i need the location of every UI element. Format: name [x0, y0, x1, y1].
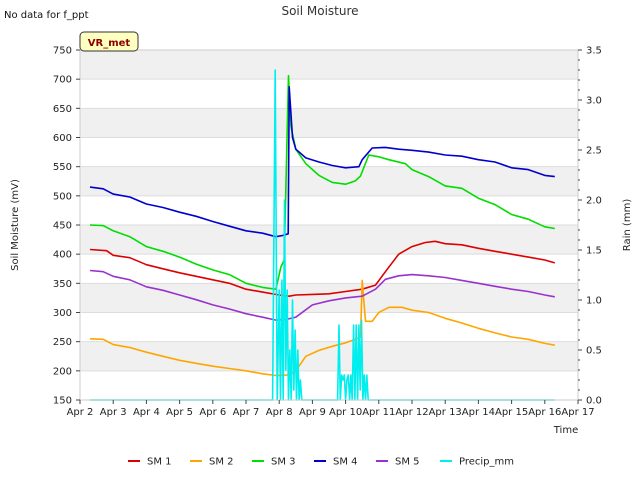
x-tick-label: Apr 12 [395, 407, 428, 418]
left-axis: 150 200 250 300 350 400 450 500 550 600 650 700 750 [53, 46, 80, 407]
y2-tick-label: 0.5 [586, 346, 602, 357]
y-tick-label: 500 [53, 191, 72, 202]
y-tick-label: 150 [53, 396, 72, 407]
x-tick-label: Apr 8 [266, 407, 293, 418]
x-tick-label: Apr 6 [199, 407, 226, 418]
legend-label-sm-5: SM 5 [395, 457, 420, 468]
series-line-sm-3 [89, 74, 555, 291]
y-tick-label: 350 [53, 279, 72, 290]
x-tick-label: Apr 17 [561, 407, 594, 418]
y2-tick-label: 2.5 [586, 146, 602, 157]
background-band [80, 108, 578, 138]
y2-tick-label: 3.5 [586, 46, 602, 57]
y-tick-label: 250 [53, 337, 72, 348]
legend-label-sm-4: SM 4 [333, 457, 358, 468]
series-line-sm-5 [89, 269, 555, 321]
y-tick-label: 750 [53, 46, 72, 57]
background-band [80, 50, 578, 80]
series-line-precip-mm [90, 69, 555, 401]
legend: SM 1 SM 2 SM 3 SM 4 SM 5 Precip_mm [128, 457, 514, 468]
y2-tick-label: 1.5 [586, 246, 602, 257]
x-tick-label: Apr 14 [462, 407, 495, 418]
legend-label-sm-1: SM 1 [147, 457, 172, 468]
x-axis-title: Time [553, 425, 578, 436]
legend-label-sm-2: SM 2 [209, 457, 234, 468]
vr-met-badge: VR_met [79, 31, 139, 52]
series-line-sm-1 [89, 240, 556, 298]
y2-tick-label: 1.0 [586, 296, 602, 307]
y2-tick-label: 0.0 [586, 396, 602, 407]
y-tick-label: 700 [53, 75, 72, 86]
x-tick-label: Apr 9 [299, 407, 326, 418]
y-tick-label: 450 [53, 221, 72, 232]
x-tick-label: Apr 4 [133, 407, 160, 418]
chart-title: Soil Moisture [281, 4, 358, 18]
y-tick-label: 200 [53, 366, 72, 377]
x-tick-label: Apr 7 [233, 407, 260, 418]
x-tick-label: Apr 5 [166, 407, 193, 418]
legend-label-precip-mm: Precip_mm [459, 457, 514, 468]
legend-label-sm-3: SM 3 [271, 457, 296, 468]
background-band [80, 283, 578, 313]
x-tick-label: Apr 11 [362, 407, 395, 418]
y-tick-label: 550 [53, 162, 72, 173]
background-band [80, 341, 578, 371]
x-tick-label: Apr 3 [100, 407, 127, 418]
no-data-note: No data for f_ppt [4, 10, 89, 21]
badge-label: VR_met [88, 38, 131, 49]
x-tick-label: Apr 10 [329, 407, 362, 418]
y-tick-label: 650 [53, 104, 72, 115]
y-tick-label: 600 [53, 133, 72, 144]
x-tick-label: Apr 15 [495, 407, 528, 418]
series-line-sm-4 [89, 86, 555, 238]
x-tick-label: Apr 13 [429, 407, 462, 418]
y2-tick-label: 2.0 [586, 196, 602, 207]
y-tick-label: 300 [53, 308, 72, 319]
x-tick-label: Apr 16 [528, 407, 561, 418]
x-axis: Apr 2 Apr 3 Apr 4 Apr 5 Apr 6 Apr 7 Apr 8 Apr 9… [67, 400, 595, 418]
y-axis-title: Soil Moisture (mV) [10, 179, 21, 271]
right-axis: 0.0 0.5 1.0 1.5 2.0 2.5 3.0 3.5 [578, 46, 602, 407]
y-tick-label: 400 [53, 250, 72, 261]
series-line-sm-2 [89, 279, 555, 377]
y2-axis-title: Rain (mm) [622, 199, 633, 252]
series-lines [89, 69, 556, 401]
background-band [80, 225, 578, 255]
y2-tick-label: 3.0 [586, 96, 602, 107]
x-tick-label: Apr 2 [67, 407, 94, 418]
